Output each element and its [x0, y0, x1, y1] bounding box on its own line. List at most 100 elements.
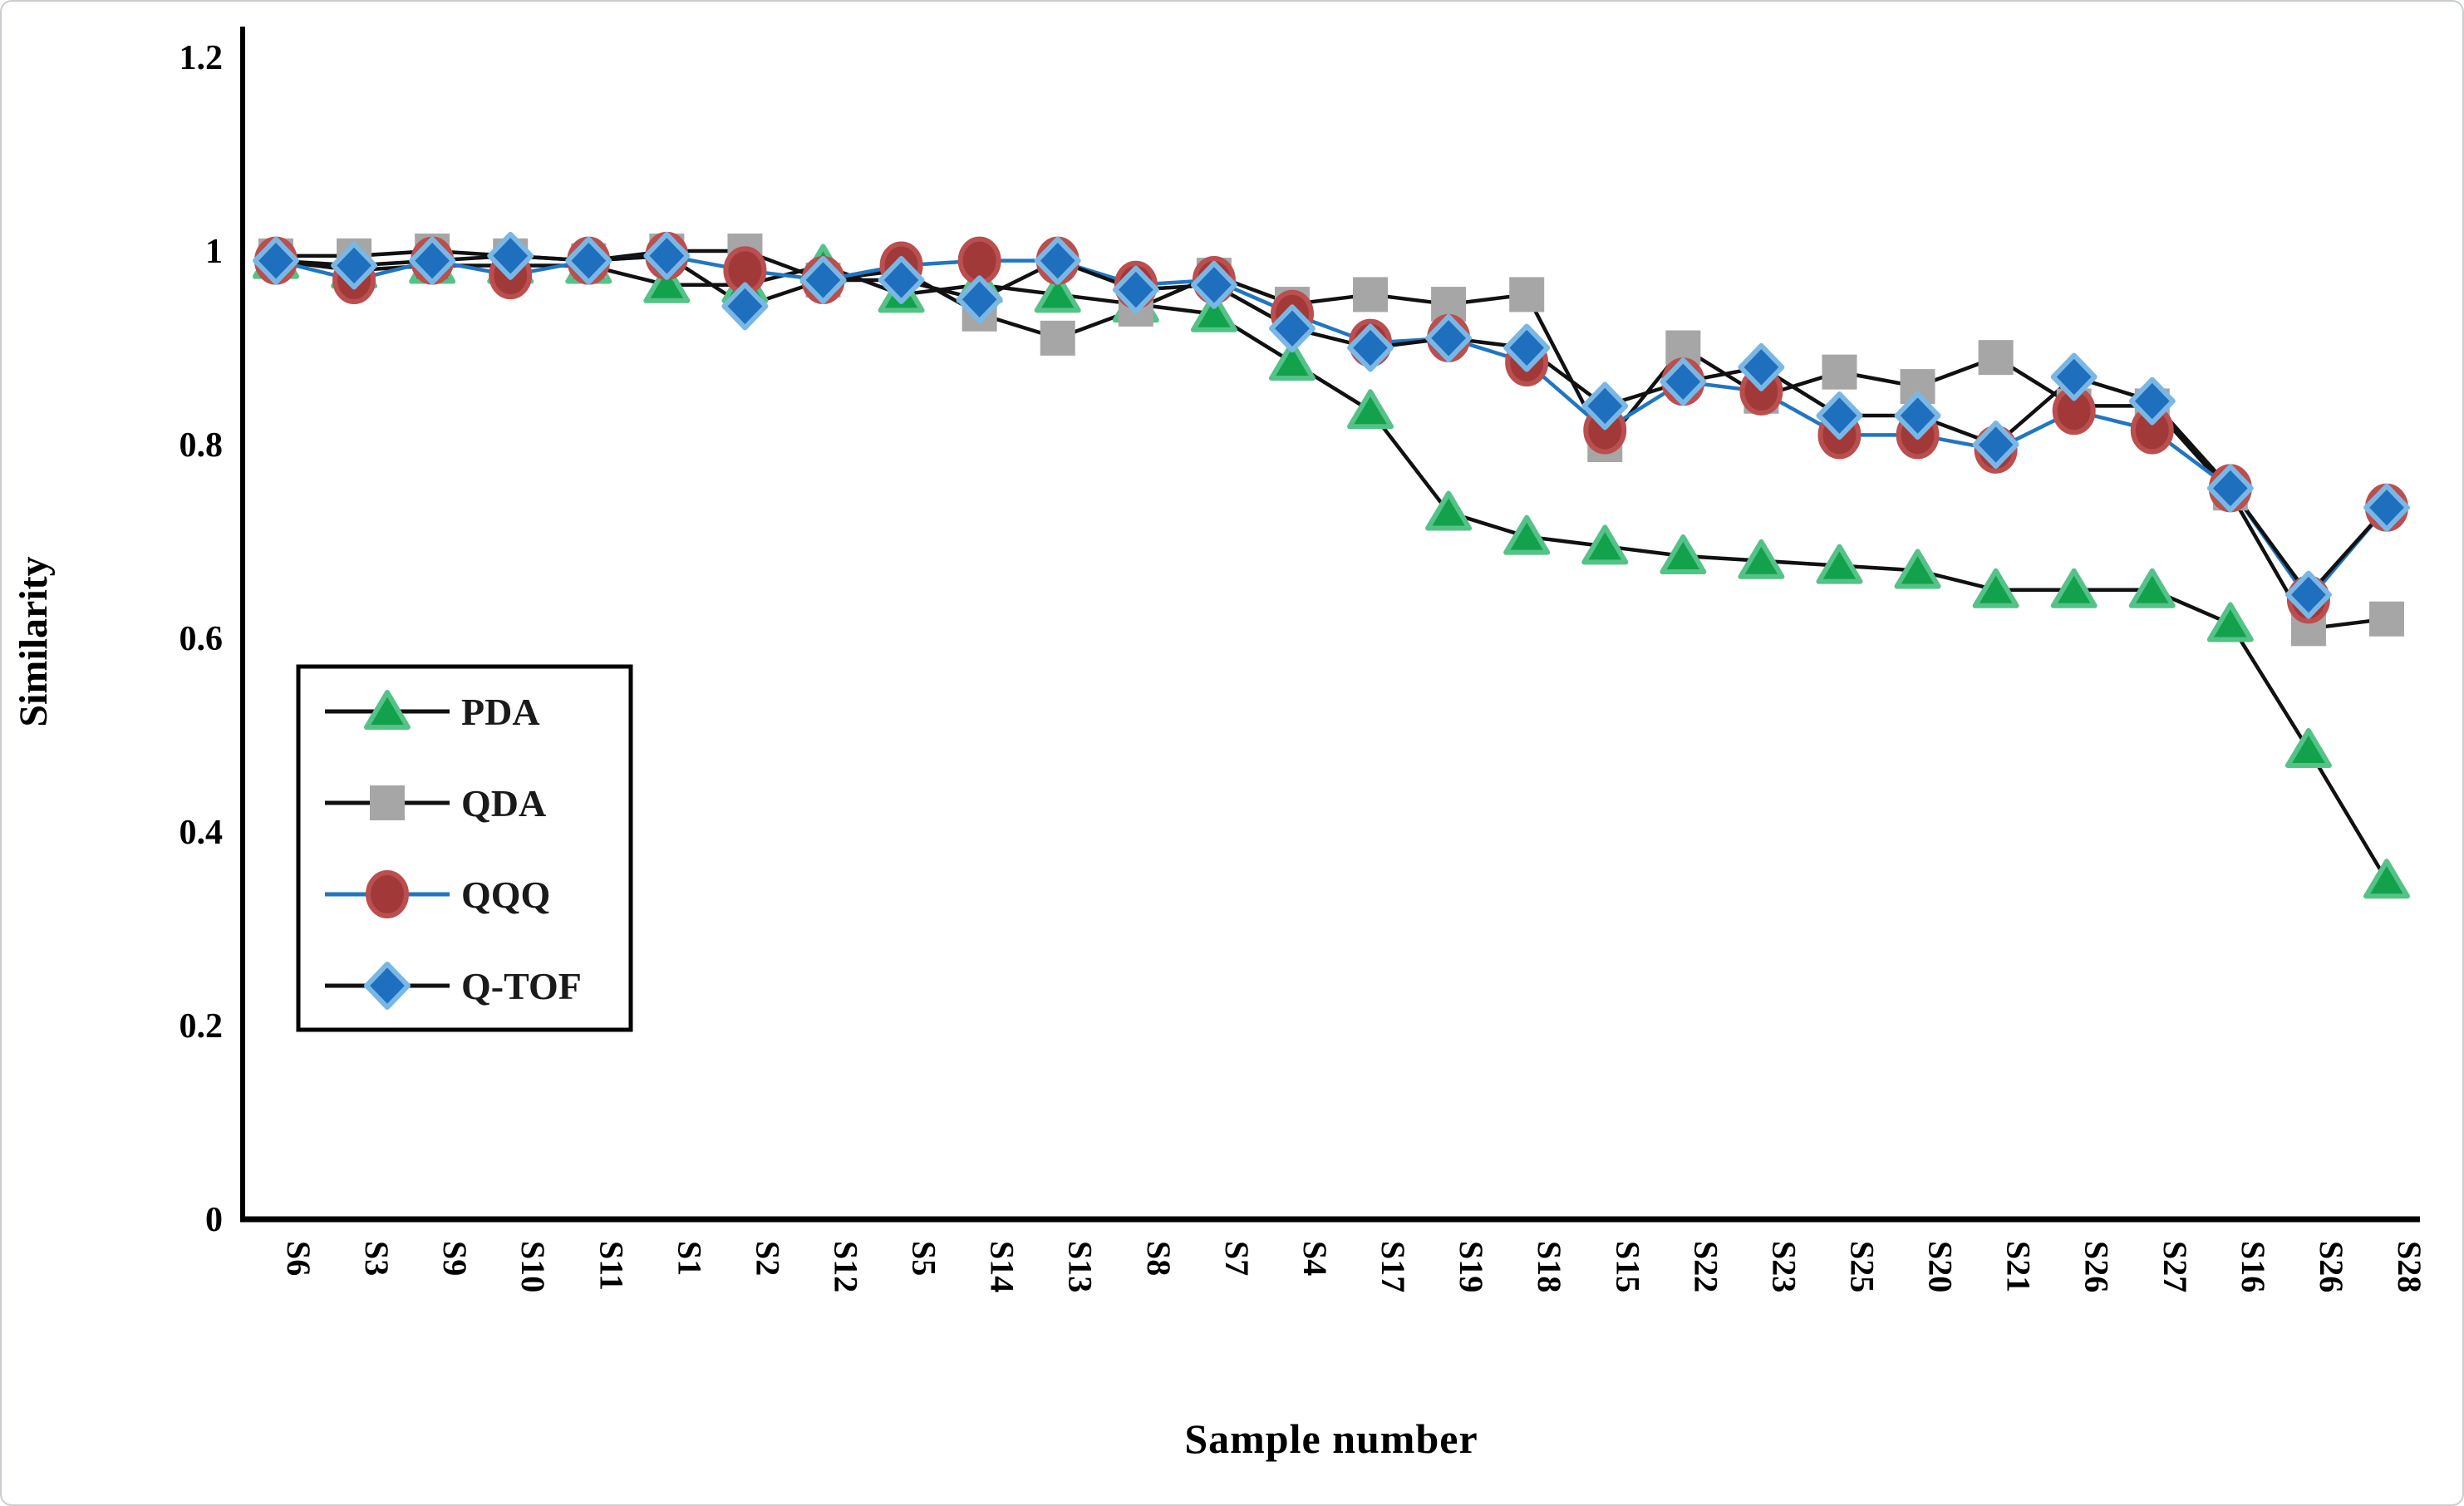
- marker-square-qda: [1822, 354, 1857, 390]
- x-tick-label: S19: [1453, 1241, 1490, 1292]
- y-tick-label: 0.6: [180, 620, 224, 658]
- x-tick-label: S5: [906, 1241, 943, 1276]
- marker-diamond-q-tof: [1894, 391, 1941, 440]
- x-tick-label: S1: [671, 1241, 708, 1276]
- marker-square-qda: [2369, 601, 2404, 637]
- x-tick-label: S15: [1609, 1241, 1646, 1292]
- marker-diamond-q-tof: [1972, 421, 2019, 469]
- y-tick-label: 0.8: [180, 426, 224, 465]
- x-tick-label: S18: [1531, 1241, 1568, 1292]
- x-tick-label: S20: [1922, 1241, 1960, 1292]
- marker-diamond-q-tof: [409, 236, 456, 285]
- x-tick-label: S21: [2000, 1241, 2038, 1292]
- x-tick-label: S11: [593, 1241, 630, 1291]
- x-tick-label: S6: [280, 1241, 317, 1276]
- marker-diamond-q-tof: [1738, 342, 1785, 391]
- x-tick-label: S2: [749, 1241, 786, 1276]
- marker-triangle-pda: [1816, 544, 1863, 584]
- marker-diamond-q-tof: [1347, 323, 1394, 372]
- marker-diamond-q-tof: [956, 275, 1003, 324]
- marker-diamond-q-tof: [2363, 483, 2410, 532]
- legend-label-qda: QDA: [461, 782, 546, 824]
- marker-triangle-pda: [1034, 273, 1081, 313]
- x-tick-label: S12: [828, 1241, 865, 1292]
- marker-diamond-q-tof: [1190, 260, 1237, 309]
- marker-diamond-q-tof: [253, 236, 299, 285]
- y-tick-label: 0.4: [180, 814, 224, 852]
- legend-label-pda: PDA: [461, 691, 540, 733]
- marker-diamond-q-tof: [2050, 352, 2098, 401]
- marker-triangle-pda: [1425, 490, 1473, 531]
- x-tick-label: S10: [514, 1241, 552, 1292]
- y-axis-title: Similarity: [11, 556, 56, 727]
- x-tick-label: S4: [1296, 1241, 1334, 1276]
- marker-square-qda: [1978, 340, 2014, 376]
- marker-triangle-pda: [2206, 602, 2254, 642]
- series-line-pda: [273, 258, 2389, 883]
- marker-triangle-pda: [1190, 292, 1237, 332]
- marker-diamond-q-tof: [2128, 376, 2176, 426]
- x-tick-label: S16: [2235, 1241, 2272, 1292]
- series-line-q-tof: [273, 253, 2389, 597]
- marker-triangle-pda: [1972, 568, 2019, 608]
- x-tick-label: S3: [358, 1241, 396, 1276]
- y-tick-label: 1.2: [180, 39, 224, 77]
- marker-diamond-q-tof: [1581, 381, 1629, 431]
- marker-triangle-pda: [1660, 534, 1707, 574]
- marker-diamond-q-tof: [2206, 464, 2254, 513]
- marker-diamond-q-tof: [1034, 236, 1081, 285]
- marker-circle-qqq: [366, 870, 409, 918]
- marker-diamond-q-tof: [1112, 265, 1159, 314]
- marker-diamond-q-tof: [878, 255, 925, 304]
- marker-triangle-pda: [364, 690, 411, 730]
- marker-diamond-q-tof: [721, 282, 769, 331]
- legend-label-q-tof: Q-TOF: [461, 965, 582, 1007]
- x-tick-label: S25: [1843, 1241, 1881, 1292]
- x-tick-label: S13: [1062, 1241, 1099, 1292]
- marker-diamond-q-tof: [331, 241, 378, 290]
- x-tick-label: S26: [2078, 1241, 2116, 1292]
- marker-triangle-pda: [2363, 859, 2410, 899]
- marker-diamond-q-tof: [1660, 357, 1707, 406]
- marker-diamond-q-tof: [565, 236, 612, 285]
- x-tick-label: S17: [1375, 1241, 1412, 1292]
- marker-triangle-pda: [643, 263, 691, 303]
- marker-diamond-q-tof: [1268, 304, 1316, 353]
- y-tick-label: 0: [205, 1201, 223, 1239]
- series-line-qda: [273, 249, 2389, 631]
- x-tick-label: S26: [2313, 1241, 2350, 1292]
- legend-label-qqq: QQQ: [461, 874, 550, 916]
- marker-triangle-pda: [1738, 539, 1785, 579]
- marker-diamond-q-tof: [2284, 570, 2332, 619]
- x-tick-label: S23: [1765, 1241, 1803, 1292]
- marker-triangle-pda: [2284, 727, 2332, 768]
- marker-triangle-pda: [1503, 514, 1551, 555]
- x-tick-label: S8: [1140, 1241, 1178, 1276]
- legend-box: [296, 664, 633, 1032]
- x-tick-label: S22: [1687, 1241, 1724, 1292]
- marker-diamond-q-tof: [1816, 391, 1863, 440]
- marker-triangle-pda: [1347, 389, 1394, 430]
- marker-triangle-pda: [2128, 568, 2176, 608]
- y-tick-label: 1: [205, 233, 223, 271]
- x-tick-label: S28: [2391, 1241, 2428, 1292]
- marker-diamond-q-tof: [364, 962, 411, 1010]
- marker-triangle-pda: [2050, 568, 2098, 608]
- y-tick-label: 0.2: [180, 1007, 224, 1046]
- marker-diamond-q-tof: [643, 231, 691, 280]
- x-tick-label: S14: [984, 1241, 1021, 1292]
- marker-triangle-pda: [1894, 549, 1941, 589]
- x-axis-title: Sample number: [1184, 1415, 1478, 1462]
- marker-square-qda: [1509, 277, 1545, 313]
- marker-diamond-q-tof: [1425, 313, 1473, 362]
- x-tick-label: S7: [1218, 1241, 1256, 1276]
- marker-diamond-q-tof: [799, 255, 847, 304]
- x-tick-label: S27: [2157, 1241, 2194, 1292]
- marker-square-qda: [370, 785, 405, 820]
- marker-diamond-q-tof: [487, 231, 534, 280]
- marker-triangle-pda: [1581, 524, 1629, 565]
- marker-square-qda: [1040, 320, 1075, 356]
- marker-square-qda: [1353, 277, 1389, 313]
